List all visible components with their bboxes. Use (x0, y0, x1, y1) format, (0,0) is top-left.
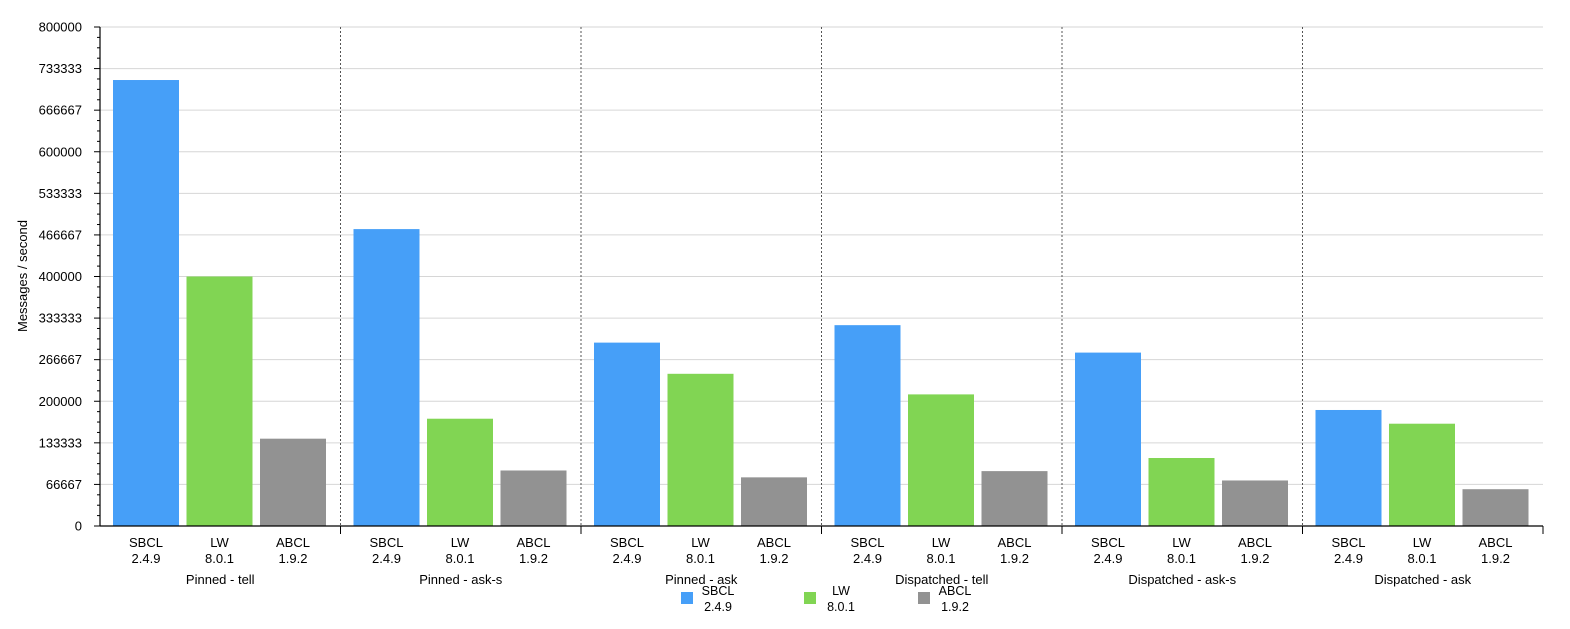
y-tick-label: 800000 (39, 20, 82, 35)
group-labels: Pinned - tell Pinned - ask-s Pinned - ask D… (186, 572, 1472, 587)
bar-sbcl (1315, 409, 1382, 526)
x-category-version: 2.4.9 (132, 551, 161, 566)
x-category-version: 1.9.2 (1241, 551, 1270, 566)
y-axis-label: Messages / second (15, 220, 30, 332)
y-tick-label: 533333 (39, 186, 82, 201)
x-category-name: SBCL (129, 535, 163, 550)
y-tick-label: 600000 (39, 144, 82, 159)
x-category-version: 8.0.1 (686, 551, 715, 566)
bars (113, 80, 1529, 527)
y-tick-label: 466667 (39, 227, 82, 242)
x-category-version: 2.4.9 (1334, 551, 1363, 566)
y-tick-labels: 0 66667 133333 200000 266667 333333 400000 4666… (39, 20, 82, 534)
x-category-version: 8.0.1 (205, 551, 234, 566)
bar-lw (908, 394, 974, 526)
x-category-name: LW (691, 535, 710, 550)
x-category-version: 1.9.2 (1000, 551, 1029, 566)
x-category-name: ABCL (1238, 535, 1272, 550)
legend: SBCL 2.4.9 LW 8.0.1 ABCL 1.9.2 (681, 584, 971, 614)
bar-abcl (981, 471, 1048, 526)
x-category-version: 8.0.1 (927, 551, 956, 566)
x-category-version: 8.0.1 (1167, 551, 1196, 566)
y-tick-label: 333333 (39, 311, 82, 326)
group-label: Dispatched - tell (895, 572, 988, 587)
x-category-name: SBCL (370, 535, 404, 550)
group-label: Dispatched - ask (1374, 572, 1471, 587)
group-label: Pinned - ask-s (419, 572, 503, 587)
x-category-name: ABCL (998, 535, 1032, 550)
bar-sbcl (353, 229, 420, 526)
group-label: Pinned - ask (665, 572, 738, 587)
group-label: Dispatched - ask-s (1128, 572, 1236, 587)
x-category-name: LW (1413, 535, 1432, 550)
x-category-labels: SBCL2.4.9LW8.0.1ABCL1.9.2SBCL2.4.9LW8.0.… (129, 535, 1512, 566)
group-label: Pinned - tell (186, 572, 255, 587)
x-category-version: 2.4.9 (613, 551, 642, 566)
y-tick-label: 733333 (39, 61, 82, 76)
x-category-version: 8.0.1 (446, 551, 475, 566)
legend-series-version: 1.9.2 (941, 600, 969, 614)
bar-abcl (1462, 489, 1529, 526)
bar-abcl (500, 470, 567, 526)
x-category-name: LW (1172, 535, 1191, 550)
x-category-name: LW (932, 535, 951, 550)
x-category-version: 1.9.2 (1481, 551, 1510, 566)
bar-abcl (741, 477, 807, 526)
y-tick-label: 66667 (46, 477, 82, 492)
legend-swatch-lw (804, 592, 816, 604)
x-category-version: 1.9.2 (760, 551, 789, 566)
x-category-name: SBCL (1332, 535, 1366, 550)
x-category-version: 8.0.1 (1408, 551, 1437, 566)
legend-series-name: ABCL (939, 584, 972, 598)
y-tick-label: 133333 (39, 435, 82, 450)
legend-series-version: 8.0.1 (827, 600, 855, 614)
y-tick-label: 0 (75, 519, 82, 534)
legend-series-version: 2.4.9 (704, 600, 732, 614)
x-category-name: ABCL (757, 535, 791, 550)
y-tick-label: 400000 (39, 269, 82, 284)
bar-sbcl (1075, 352, 1141, 526)
bar-sbcl (113, 80, 179, 527)
x-category-version: 2.4.9 (1094, 551, 1123, 566)
x-category-name: LW (210, 535, 229, 550)
legend-series-name: LW (832, 584, 850, 598)
x-category-name: SBCL (851, 535, 885, 550)
y-tick-label: 200000 (39, 394, 82, 409)
legend-series-name: SBCL (702, 584, 735, 598)
group-separators (340, 27, 1303, 526)
bar-lw (667, 373, 734, 526)
bar-sbcl (594, 342, 660, 526)
y-tick-label: 666667 (39, 103, 82, 118)
x-category-name: ABCL (1479, 535, 1513, 550)
bar-lw (1389, 423, 1455, 526)
x-category-name: ABCL (276, 535, 310, 550)
x-category-name: LW (451, 535, 470, 550)
x-category-version: 2.4.9 (853, 551, 882, 566)
bar-lw (427, 418, 493, 526)
x-category-name: SBCL (610, 535, 644, 550)
legend-swatch-sbcl (681, 592, 693, 604)
axes (94, 26, 1544, 534)
bar-lw (1148, 458, 1215, 526)
y-tick-label: 266667 (39, 352, 82, 367)
x-category-name: ABCL (517, 535, 551, 550)
x-category-version: 2.4.9 (372, 551, 401, 566)
x-category-name: SBCL (1091, 535, 1125, 550)
bar-abcl (1222, 480, 1288, 526)
bar-lw (186, 276, 253, 526)
legend-swatch-abcl (918, 592, 930, 604)
x-category-version: 1.9.2 (519, 551, 548, 566)
bar-sbcl (834, 325, 901, 526)
bar-abcl (260, 438, 326, 526)
x-category-version: 1.9.2 (279, 551, 308, 566)
